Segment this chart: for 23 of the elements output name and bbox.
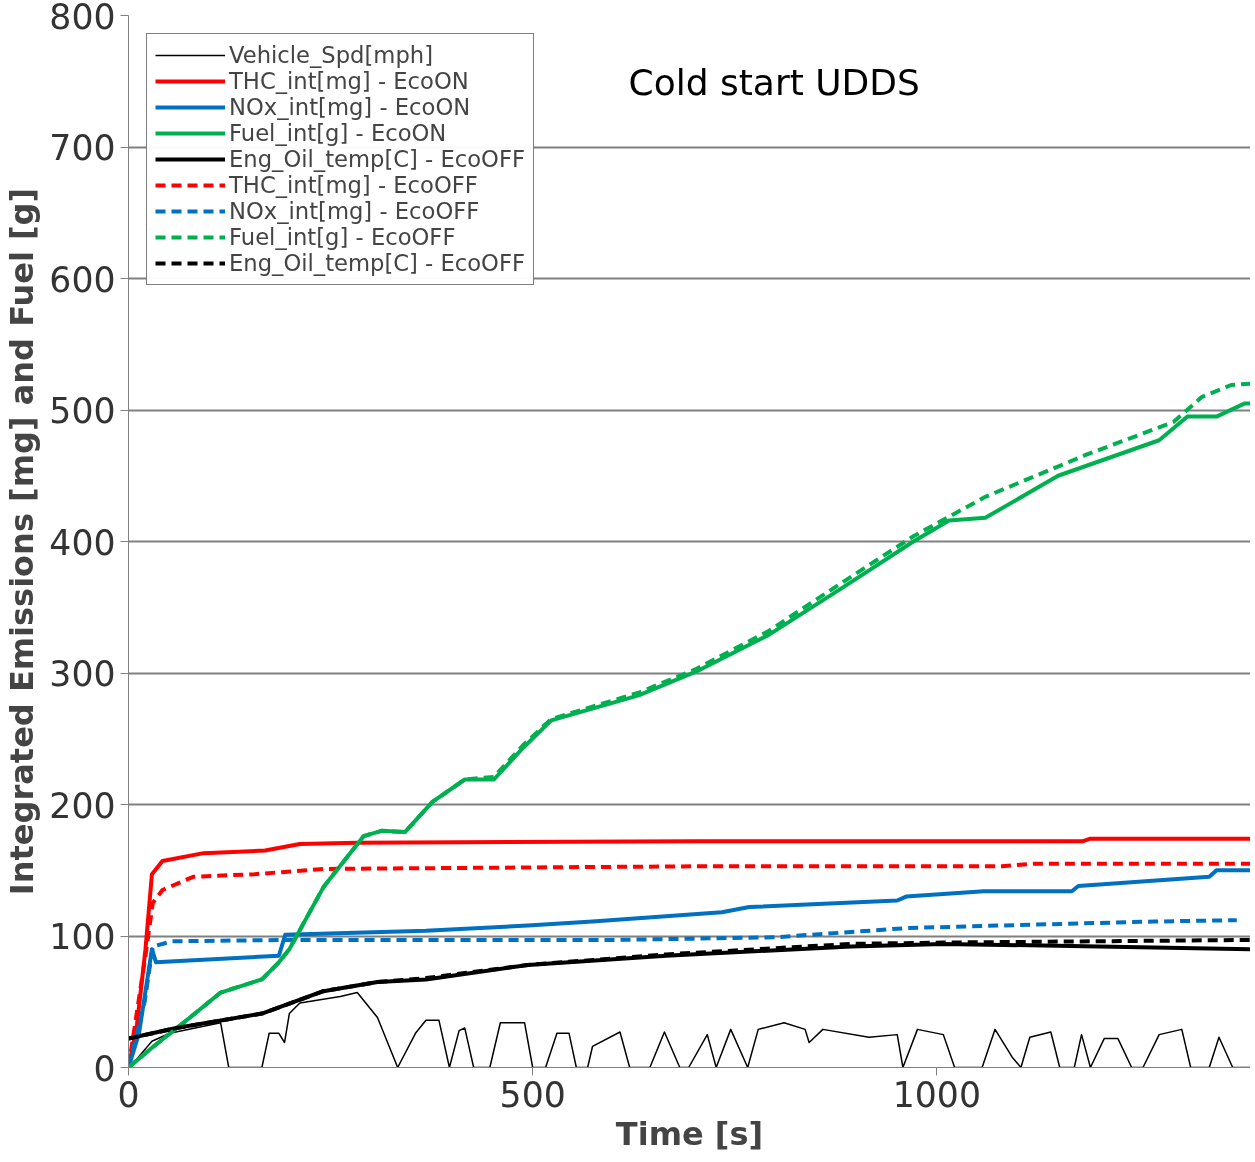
x-tick-label: 500: [499, 1074, 566, 1115]
x-axis-title: Time [s]: [615, 1114, 764, 1153]
legend-label: THC_int[mg] - EcoON: [229, 68, 469, 94]
legend-label: Fuel_int[g] - EcoOFF: [229, 224, 456, 250]
y-tick-label: 300: [49, 654, 116, 694]
legend-label: NOx_int[mg] - EcoON: [229, 94, 471, 120]
annotation: Cold start UDDS: [628, 61, 920, 103]
legend-label: NOx_int[mg] - EcoOFF: [229, 198, 480, 224]
y-tick-label: 500: [49, 391, 116, 431]
y-tick-label: 800: [49, 0, 116, 37]
legend-label: Eng_Oil_temp[C] - EcoOFF: [229, 250, 526, 276]
x-tick-label: 1000: [892, 1074, 981, 1115]
legend-label: Fuel_int[g] - EcoON: [229, 120, 447, 146]
legend-label: THC_int[mg] - EcoOFF: [229, 172, 478, 198]
y-tick-label: 100: [49, 917, 116, 957]
y-tick-label: 0: [93, 1048, 116, 1089]
y-tick-label: 600: [49, 259, 116, 300]
y-tick-label: 700: [49, 128, 116, 168]
legend-label: Vehicle_Spd[mph]: [229, 42, 433, 68]
y-tick-label: 400: [49, 522, 116, 563]
legend-label: Eng_Oil_temp[C] - EcoOFF: [229, 146, 526, 172]
y-tick-label: 200: [49, 785, 116, 826]
y-axis-title: Integrated Emissions [mg] and Fuel [g]: [3, 187, 42, 896]
